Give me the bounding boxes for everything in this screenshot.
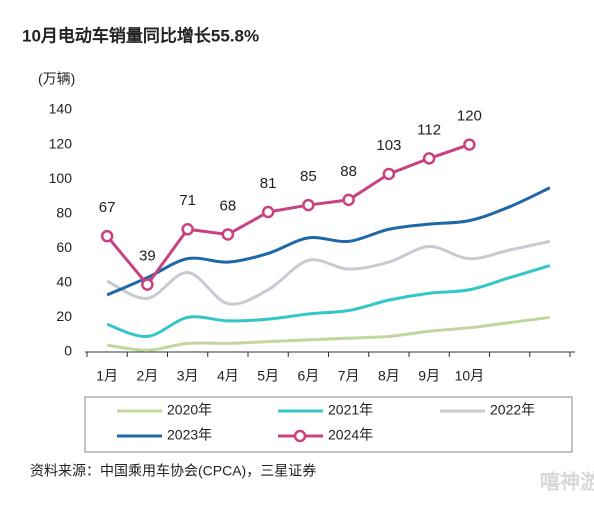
x-tick-label: 1月 — [96, 368, 118, 384]
legend-marker — [293, 429, 307, 443]
y-tick-label: 140 — [49, 101, 73, 117]
watermark: 嘻神游 — [540, 469, 594, 493]
data-label: 81 — [260, 175, 277, 192]
source: 资料来源：中国乘用车协会(CPCA)，三星证券 — [30, 463, 316, 479]
series-line — [106, 264, 551, 338]
legend-label: 2024年 — [328, 427, 373, 443]
x-tick-label: 10月 — [455, 368, 485, 384]
marker — [181, 223, 194, 236]
y-tick-label: 20 — [56, 308, 72, 324]
unit-label: (万辆) — [38, 71, 75, 87]
data-label: 112 — [417, 121, 441, 138]
marker — [141, 278, 154, 291]
marker — [463, 138, 476, 151]
data-label: 71 — [179, 192, 196, 209]
x-tick-label: 3月 — [177, 368, 199, 384]
x-tick-label: 2月 — [136, 368, 158, 384]
legend-label: 2022年 — [490, 402, 535, 418]
x-tick-label: 5月 — [257, 368, 279, 384]
data-label: 68 — [220, 197, 237, 214]
legend-label: 2021年 — [328, 402, 373, 418]
x-tick-label: 9月 — [418, 368, 440, 384]
data-label: 103 — [376, 137, 401, 154]
y-tick-label: 100 — [49, 170, 73, 186]
marker — [422, 152, 436, 165]
series-line — [106, 315, 551, 352]
data-label: 85 — [300, 168, 317, 185]
data-label: 39 — [139, 248, 156, 265]
legend-label: 2023年 — [167, 427, 212, 443]
series-line — [106, 239, 551, 306]
marker — [100, 229, 114, 243]
x-tick-label: 4月 — [217, 368, 239, 384]
y-tick-label: 0 — [64, 343, 72, 359]
series-line — [106, 186, 551, 297]
marker — [261, 205, 275, 219]
series-line — [105, 143, 470, 288]
x-tick-label: 8月 — [378, 368, 400, 384]
y-tick-label: 40 — [56, 274, 72, 290]
legend-box — [84, 396, 573, 453]
data-label: 88 — [340, 163, 357, 180]
legend-label: 2020年 — [167, 402, 212, 418]
y-tick-label: 80 — [56, 204, 72, 220]
marker — [382, 167, 396, 181]
x-tick-label: 6月 — [297, 368, 319, 384]
marker — [302, 198, 315, 212]
marker — [221, 228, 235, 241]
y-tick-label: 60 — [56, 239, 72, 255]
data-label: 120 — [457, 108, 482, 125]
data-label: 67 — [99, 199, 116, 216]
chart-title: 10月电动车销量同比增长55.8% — [22, 25, 259, 45]
x-tick-label: 7月 — [338, 368, 360, 384]
marker — [342, 193, 355, 207]
y-tick-label: 120 — [49, 135, 73, 151]
